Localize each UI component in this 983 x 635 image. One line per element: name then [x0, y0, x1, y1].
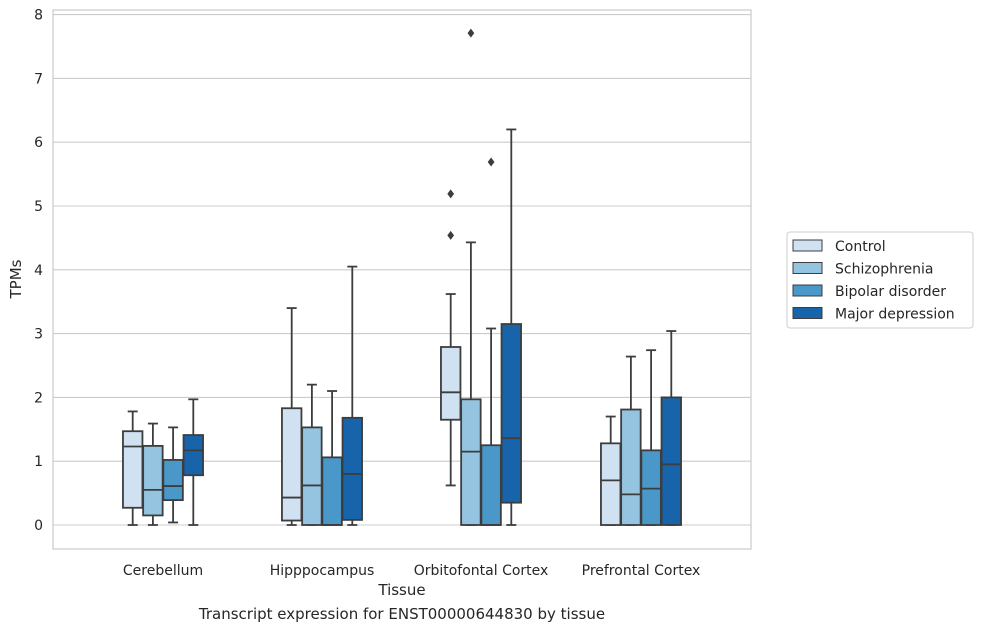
y-tick-label: 4: [34, 263, 43, 279]
y-tick-label: 8: [34, 8, 43, 24]
box-bipolar-disorder-prefrontal-cortex: [640, 349, 662, 526]
x-tick-label: Hipppocampus: [270, 563, 375, 579]
box-body: [480, 444, 502, 526]
box-body: [660, 396, 682, 526]
box-control-hipppocampus: [281, 307, 303, 526]
y-tick-label: 5: [34, 199, 43, 215]
box-control-cerebellum: [122, 410, 144, 526]
box-body: [341, 416, 363, 521]
box-body: [620, 408, 642, 526]
legend-entry: Major depression: [835, 307, 955, 323]
box-body: [122, 430, 144, 509]
y-tick-label: 6: [34, 135, 43, 151]
box-schizophrenia-prefrontal-cortex: [620, 355, 642, 526]
plot-frame: [52, 9, 752, 550]
box-major-depression-prefrontal-cortex: [660, 330, 682, 526]
figure-caption: Transcript expression for ENST0000064483…: [198, 605, 606, 623]
box-body: [640, 449, 662, 526]
y-tick-label: 2: [34, 390, 43, 406]
x-tick-label: Cerebellum: [123, 563, 203, 579]
x-tick-label: Orbitofontal Cortex: [414, 563, 549, 579]
x-axis-label: Tissue: [377, 581, 425, 599]
legend-frame: [786, 231, 974, 329]
y-tick-label: 1: [34, 454, 43, 470]
box-major-depression-orbitofontal-cortex: [500, 128, 522, 526]
y-tick-label: 0: [34, 518, 43, 534]
box-schizophrenia-orbitofontal-cortex: [460, 28, 482, 526]
box-schizophrenia-cerebellum: [142, 422, 164, 526]
y-axis-ticks: 0 1 2 3 4 5 6 7 8: [34, 8, 43, 534]
box-major-depression-cerebellum: [182, 398, 204, 526]
y-tick-label: 7: [34, 71, 43, 87]
box-plots: [122, 28, 682, 526]
box-bipolar-disorder-orbitofontal-cortex: [480, 157, 502, 526]
outlier-point: [447, 189, 455, 199]
x-tick-label: Prefrontal Cortex: [582, 563, 701, 579]
box-body: [281, 407, 303, 522]
outlier-point: [467, 28, 475, 38]
box-bipolar-disorder-hipppocampus: [321, 390, 343, 526]
legend-entry: Bipolar disorder: [835, 284, 946, 300]
box-body: [600, 442, 622, 526]
box-control-prefrontal-cortex: [600, 415, 622, 526]
box-bipolar-disorder-cerebellum: [162, 426, 184, 524]
box-body: [182, 434, 204, 477]
legend: Control Schizophrenia Bipolar disorder Majo…: [786, 231, 974, 329]
y-axis-label: TPMs: [7, 259, 25, 299]
box-body: [500, 323, 522, 504]
outlier-point: [487, 157, 495, 167]
outlier-point: [447, 230, 455, 240]
legend-swatch: [792, 284, 823, 297]
box-body: [162, 459, 184, 502]
y-tick-label: 3: [34, 327, 43, 343]
legend-entry: Control: [835, 239, 886, 255]
box-body: [142, 444, 164, 517]
box-body: [301, 426, 323, 526]
legend-swatch: [792, 262, 823, 274]
legend-swatch: [792, 307, 823, 319]
box-body: [460, 398, 482, 526]
legend-entry: Schizophrenia: [835, 262, 933, 278]
box-major-depression-hipppocampus: [341, 265, 363, 526]
box-body: [440, 346, 462, 421]
legend-swatch: [792, 239, 823, 252]
x-axis-ticks: Cerebellum Hipppocampus Orbitofontal Corte…: [123, 563, 700, 579]
box-schizophrenia-hipppocampus: [301, 383, 323, 526]
box-body: [321, 456, 343, 526]
box-control-orbitofontal-cortex: [440, 189, 462, 487]
